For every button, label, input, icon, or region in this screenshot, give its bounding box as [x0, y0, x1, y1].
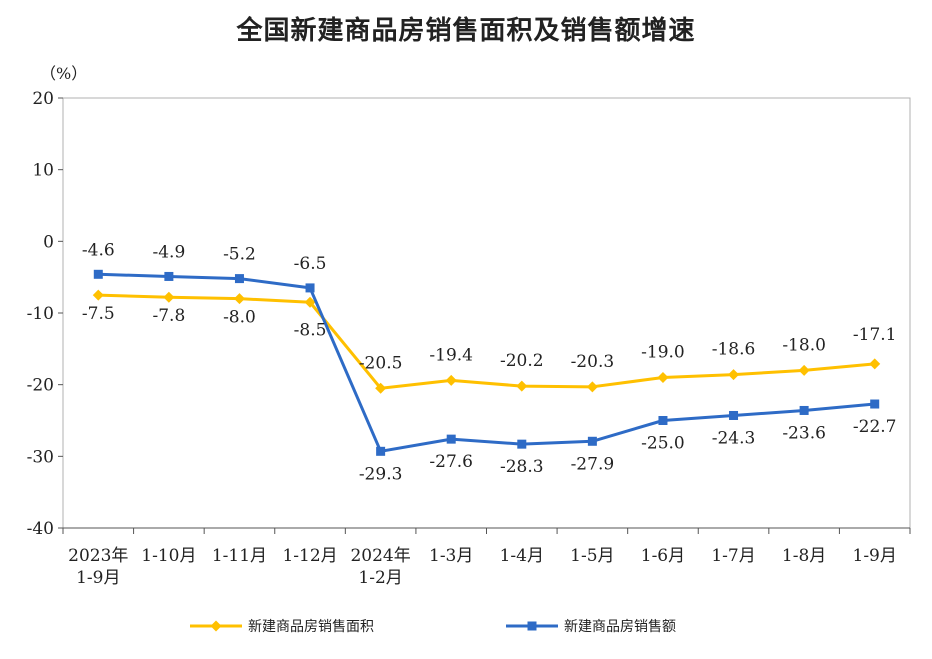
- data-label: -17.1: [853, 325, 897, 345]
- legend-label: 新建商品房销售额: [564, 619, 676, 635]
- y-tick-label: -30: [27, 447, 54, 467]
- data-point-square: [729, 410, 739, 420]
- data-point-square: [376, 446, 386, 456]
- x-tick-label: 2024年: [350, 546, 410, 566]
- x-tick-label: 1-12月: [282, 546, 337, 566]
- x-tick-label: 1-4月: [500, 546, 544, 566]
- data-labels-layer: -7.5 -7.8 -8.0 -8.5 -20.5 -19.4 -20.2 -20.3 -19.…: [82, 240, 897, 484]
- chart-title: 全国新建商品房销售面积及销售额增速: [236, 16, 696, 46]
- y-tick-label: -10: [27, 304, 54, 324]
- data-point-square: [870, 399, 880, 409]
- data-label: -20.2: [500, 351, 544, 371]
- data-label: -8.0: [223, 308, 256, 328]
- data-label: -29.3: [359, 464, 403, 484]
- data-label: -6.5: [294, 254, 327, 274]
- legend-marker-square: [527, 621, 537, 631]
- data-point-diamond: [375, 382, 387, 394]
- data-point-diamond: [304, 296, 316, 308]
- x-tick-label: 1-7月: [711, 546, 755, 566]
- series-layer: [92, 269, 881, 456]
- x-tick-label: 1-2月: [358, 568, 402, 588]
- y-tick-label: 20: [32, 89, 54, 109]
- x-tick-label: 2023年: [68, 546, 128, 566]
- legend-label: 新建商品房销售面积: [248, 619, 374, 635]
- data-point-diamond: [163, 291, 175, 303]
- data-label: -4.6: [82, 240, 115, 260]
- data-label: -18.0: [782, 335, 826, 355]
- series-line: [98, 272, 875, 453]
- data-point-square: [658, 416, 668, 425]
- data-label: -7.8: [152, 306, 185, 326]
- data-point-square: [164, 271, 174, 281]
- plot-area-frame: [62, 97, 911, 529]
- data-label: -20.5: [359, 353, 403, 373]
- data-point-square: [587, 436, 597, 446]
- data-point-square: [517, 439, 527, 449]
- data-label: -20.3: [571, 352, 615, 372]
- data-point-diamond: [798, 364, 810, 376]
- data-point-square: [234, 274, 244, 284]
- data-label: -19.4: [429, 345, 473, 365]
- y-tick-label: -20: [27, 376, 54, 396]
- data-label: -19.0: [641, 343, 685, 363]
- data-point-square: [446, 434, 456, 444]
- data-label: -27.6: [429, 452, 473, 472]
- data-point-diamond: [516, 380, 528, 392]
- data-point-square: [799, 405, 809, 415]
- data-label: -25.0: [641, 434, 685, 454]
- data-label: -18.6: [712, 340, 756, 360]
- legend: 新建商品房销售面积 新建商品房销售额: [190, 619, 676, 635]
- data-point-diamond: [445, 374, 457, 386]
- y-tick-label: -40: [27, 519, 54, 539]
- x-tick-label: 1-9月: [853, 546, 897, 566]
- y-tick-label: 10: [32, 161, 54, 181]
- data-label: -28.3: [500, 457, 544, 477]
- data-point-square: [93, 269, 103, 279]
- data-point-diamond: [869, 358, 881, 370]
- legend-marker-diamond: [210, 620, 222, 632]
- data-point-diamond: [657, 372, 669, 383]
- data-point-square: [305, 283, 315, 293]
- x-tick-label: 1-6月: [641, 546, 685, 566]
- x-tick-label: 1-3月: [429, 546, 473, 566]
- data-point-diamond: [233, 293, 245, 305]
- data-point-diamond: [728, 369, 740, 381]
- data-label: -27.9: [571, 454, 615, 474]
- x-tick-label: 1-8月: [782, 546, 826, 566]
- data-label: -5.2: [223, 245, 256, 265]
- x-tick-label: 1-5月: [570, 546, 614, 566]
- data-label: -7.5: [82, 304, 115, 324]
- y-axis-unit-label: （%）: [40, 64, 87, 83]
- data-label: -22.7: [853, 417, 897, 437]
- series-line: [98, 293, 875, 390]
- data-point-diamond: [92, 289, 104, 301]
- y-tick-label: 0: [43, 232, 54, 252]
- data-label: -23.6: [782, 423, 826, 443]
- data-label: -8.5: [294, 320, 327, 340]
- x-tick-label: 1-9月: [76, 568, 120, 588]
- x-tick-label: 1-11月: [212, 546, 267, 566]
- y-axis-ticks: 20 10 0 -10 -20 -30 -40: [27, 89, 63, 539]
- data-label: -24.3: [712, 428, 756, 448]
- data-label: -4.9: [152, 242, 185, 262]
- x-tick-label: 1-10月: [141, 546, 196, 566]
- data-point-diamond: [586, 381, 598, 393]
